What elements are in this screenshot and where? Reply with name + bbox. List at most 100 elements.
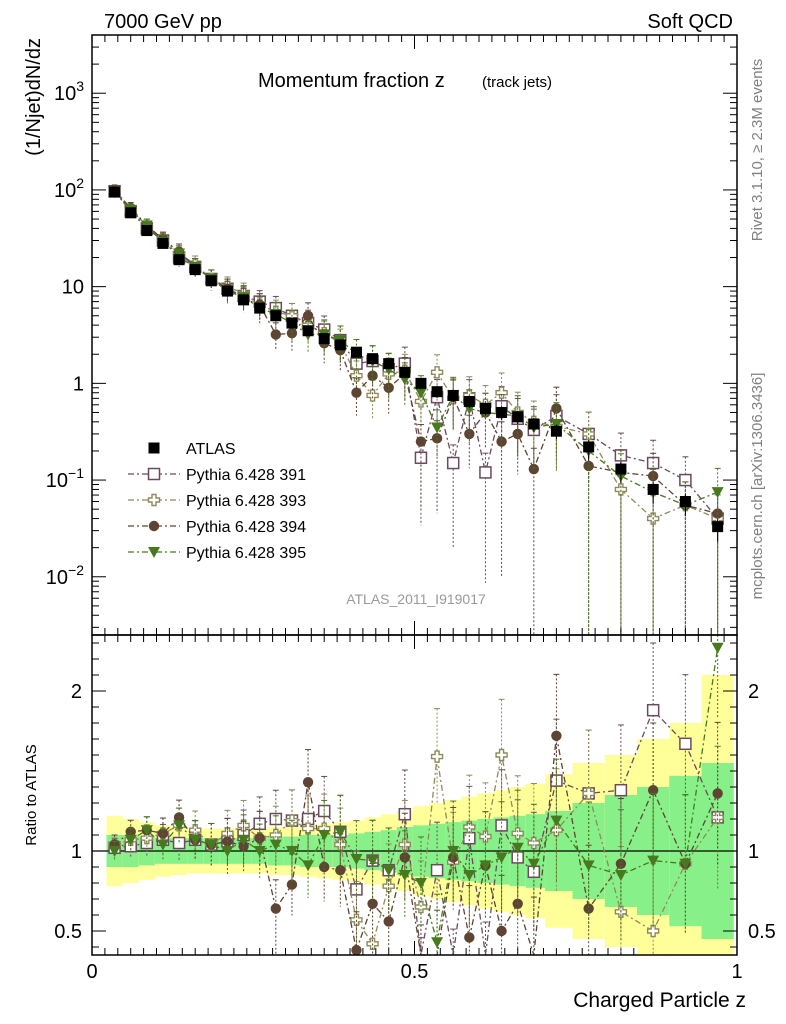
data-point: [286, 317, 298, 329]
data-point: [254, 302, 266, 314]
data-point: [647, 470, 659, 482]
ratio-point: [270, 903, 282, 914]
data-point: [583, 441, 595, 453]
y-tick-label: 10−1: [46, 465, 84, 492]
data-point: [238, 294, 250, 306]
ratio-point: [253, 846, 266, 857]
ratio-point: [399, 852, 411, 863]
ratio-y-tick-label-left: 1: [71, 841, 82, 863]
series-line: [114, 190, 719, 519]
x-tick-label: 0.5: [401, 961, 429, 983]
ratio-point: [172, 836, 186, 850]
ratio-y-tick-label-right: 1: [748, 841, 759, 863]
ratio-point: [550, 815, 563, 827]
ratio-point: [463, 870, 476, 881]
ratio-point: [614, 783, 628, 797]
ratio-point: [511, 842, 524, 854]
data-point: [157, 237, 169, 249]
ratio-point: [712, 788, 723, 799]
data-point: [479, 402, 491, 414]
ratio-point: [398, 870, 411, 881]
legend-label: Pythia 6.428 394: [186, 519, 306, 536]
data-point: [496, 406, 508, 418]
ratio-point: [495, 852, 508, 864]
data-point: [550, 418, 563, 430]
data-point: [528, 418, 540, 430]
data-point: [463, 395, 475, 407]
data-point: [350, 346, 362, 358]
data-point: [447, 389, 459, 401]
ratio-point: [615, 858, 627, 869]
data-point: [431, 422, 444, 434]
data-point: [270, 310, 282, 322]
data-point: [430, 366, 444, 379]
ratio-point: [550, 824, 563, 837]
legend-label: ATLAS: [186, 441, 236, 458]
data-point: [173, 254, 185, 266]
ratio-point: [382, 865, 395, 877]
ratio-point: [319, 861, 330, 873]
ratio-point: [286, 879, 298, 890]
ratio-series-line: [114, 647, 719, 943]
data-point: [141, 225, 153, 237]
ratio-point: [383, 916, 394, 927]
ratio-point: [511, 827, 524, 840]
ratio-point: [431, 937, 444, 949]
ratio-point: [351, 945, 362, 956]
data-point: [334, 339, 346, 351]
ratio-point: [647, 785, 659, 796]
legend-marker: [148, 520, 160, 532]
legend-label: Pythia 6.428 395: [186, 545, 306, 562]
legend-entry: Pythia 6.428 393: [128, 493, 306, 510]
ratio-point: [302, 860, 315, 872]
ratio-point: [711, 642, 724, 654]
ratio-point: [582, 787, 595, 800]
legend-entry: Pythia 6.428 395: [128, 545, 306, 562]
ratio-y-axis-label: Ratio to ATLAS: [23, 744, 40, 845]
ratio-point: [189, 834, 202, 846]
series-pythia-6-428-395: [108, 186, 724, 635]
ratio-point: [414, 878, 427, 889]
ratio-point: [237, 834, 250, 846]
ratio-point: [551, 730, 562, 741]
data-point: [712, 521, 724, 533]
chart-title: Momentum fraction z: [258, 70, 445, 92]
ratio-point: [382, 880, 395, 893]
data-point: [173, 248, 186, 260]
ratio-panel: 0.5 0.51 12 20 0.5 1 Ratio to ATLAS Charged P…: [23, 634, 776, 1012]
data-point: [367, 353, 379, 365]
ratio-point: [711, 811, 724, 824]
data-point: [399, 366, 411, 378]
ratio-point: [285, 846, 298, 857]
ratio-point: [140, 825, 153, 837]
ratio-point: [646, 924, 660, 938]
ratio-point: [238, 841, 249, 852]
data-point: [431, 386, 443, 398]
x-tick-label: 0: [86, 961, 97, 983]
data-point: [189, 264, 201, 276]
ratio-point: [108, 846, 121, 857]
data-point: [221, 285, 233, 297]
y-tick-label: 10−2: [46, 562, 84, 589]
legend-entry: Pythia 6.428 391: [128, 467, 306, 484]
data-point: [414, 387, 427, 399]
data-point: [614, 483, 628, 496]
ratio-point: [647, 855, 660, 867]
data-point: [446, 456, 460, 470]
legend-entry: Pythia 6.428 394: [128, 519, 306, 536]
ratio-point: [583, 903, 594, 914]
y-tick-label: 102: [54, 175, 84, 202]
series-pythia-6-428-393: [108, 184, 724, 635]
ratio-point: [414, 900, 428, 914]
legend-marker: [148, 547, 160, 558]
ratio-point: [269, 839, 282, 851]
ratio-point: [495, 819, 508, 832]
data-point: [205, 275, 217, 287]
main-y-axis-label: (1/Njet)dN/dz: [23, 38, 45, 156]
legend-label: Pythia 6.428 391: [186, 467, 306, 484]
ratio-point: [254, 833, 265, 844]
data-point: [302, 310, 314, 321]
ratio-point: [366, 855, 379, 867]
data-point: [109, 186, 121, 198]
